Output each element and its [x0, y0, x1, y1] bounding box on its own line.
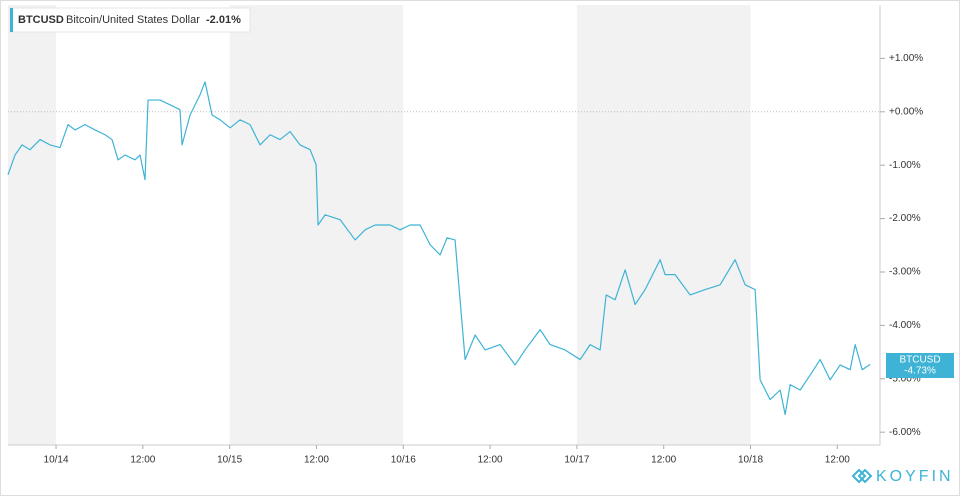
logo-icon [851, 468, 873, 484]
instrument-name: Bitcoin/United States Dollar [66, 14, 200, 26]
ticker: BTCUSD [18, 14, 64, 26]
y-tick-label: -1.00% [889, 160, 921, 171]
end-label-box [886, 353, 954, 378]
y-tick-label: -3.00% [889, 267, 921, 278]
x-tick-label: 10/15 [217, 455, 242, 466]
shaded-band [8, 5, 57, 445]
x-tick-label: 10/18 [738, 455, 763, 466]
x-tick-label: 12:00 [304, 455, 329, 466]
logo-text: KOYFIN [876, 468, 954, 485]
y-tick-label: -6.00% [889, 427, 921, 438]
end-label: BTCUSD -4.73% [886, 353, 954, 378]
x-tick-label: 12:00 [825, 455, 850, 466]
x-tick-label: 12:00 [478, 455, 503, 466]
x-tick-label: 12:00 [651, 455, 676, 466]
y-tick-label: +1.00% [889, 53, 923, 64]
header-box [9, 7, 251, 33]
y-tick-label: -5.00% [889, 373, 921, 384]
y-tick-label: -4.00% [889, 320, 921, 331]
header-accent [10, 8, 13, 32]
y-tick-label: -2.00% [889, 213, 921, 224]
x-tick-label: 12:00 [130, 455, 155, 466]
x-tick-label: 10/17 [564, 455, 589, 466]
end-label-value: -4.73% [904, 366, 936, 377]
price-line [7, 81, 871, 416]
change: -2.01% [206, 14, 241, 26]
x-tick-label: 10/14 [44, 455, 69, 466]
x-tick-label: 10/16 [391, 455, 416, 466]
header: BTCUSD Bitcoin/United States Dollar -2.0… [9, 7, 251, 33]
y-tick-label: +0.00% [889, 106, 923, 117]
end-label-name: BTCUSD [899, 355, 940, 366]
shaded-band [576, 5, 751, 445]
logo: KOYFIN [851, 468, 954, 485]
